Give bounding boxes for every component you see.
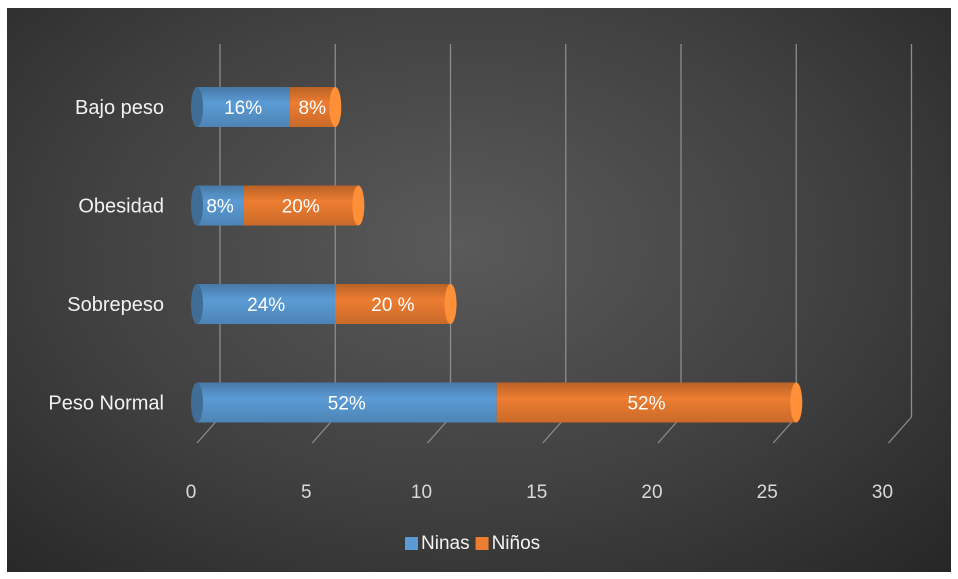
gridline-floor <box>888 416 912 444</box>
bar-segment <box>197 185 244 226</box>
bar-cap-end <box>790 382 803 423</box>
bar-segment <box>335 284 451 324</box>
category-label: Obesidad <box>78 196 164 218</box>
data-label: 16% <box>224 98 262 119</box>
x-tick-label: 0 <box>186 482 197 503</box>
bar-cap-end <box>444 284 457 324</box>
category-label: Bajo peso <box>75 97 164 119</box>
data-label: 20% <box>282 197 320 218</box>
bar-cap-start <box>191 185 203 226</box>
bar-segment <box>289 87 336 127</box>
data-label: 52% <box>627 394 665 415</box>
chart-area: 0 5 10 15 20 25 30 Bajo peso 16% 8% Obesidad 8% 20% S… <box>7 8 951 572</box>
x-tick-label: 30 <box>872 482 893 503</box>
data-label: 20 % <box>371 295 414 316</box>
category-label: Sobrepeso <box>67 294 164 316</box>
bar-segment <box>197 284 336 324</box>
data-label: 24% <box>247 295 285 316</box>
x-tick-label: 5 <box>301 482 312 503</box>
legend-label: Niños <box>492 533 541 554</box>
data-label: 52% <box>328 394 366 415</box>
bar-cap-start <box>191 87 203 127</box>
bar-segment <box>243 185 359 226</box>
data-label: 8% <box>299 98 327 119</box>
bar-segment <box>197 87 290 127</box>
bar-cap-end <box>329 87 342 127</box>
bar-segment <box>496 382 797 423</box>
x-tick-label: 20 <box>641 482 662 503</box>
x-tick-label: 25 <box>757 482 778 503</box>
x-tick-label: 15 <box>526 482 547 503</box>
bar-cap-end <box>352 185 365 226</box>
bar-cap-start <box>191 382 203 423</box>
category-label: Peso Normal <box>48 393 164 415</box>
stacked-bar-chart: 0 5 10 15 20 25 30 Bajo peso 16% 8% Obesidad 8% 20% S… <box>48 44 913 554</box>
bar-segment <box>197 382 497 423</box>
legend-swatch <box>405 537 418 550</box>
legend-swatch <box>475 537 489 550</box>
data-label: 8% <box>206 197 234 218</box>
legend-label: Ninas <box>421 533 470 554</box>
bar-cap-start <box>191 284 203 324</box>
x-tick-label: 10 <box>411 482 432 503</box>
